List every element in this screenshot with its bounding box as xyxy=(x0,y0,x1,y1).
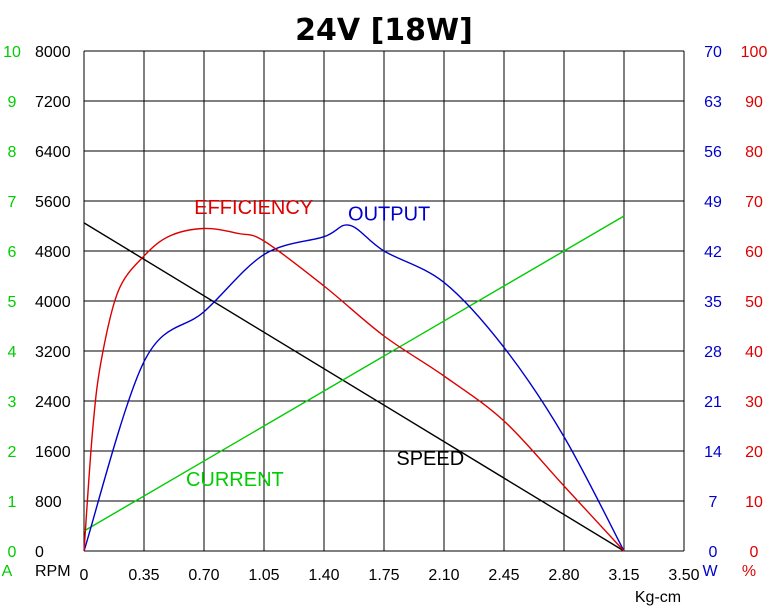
output-axis-tick-label: 56 xyxy=(704,144,722,161)
current-axis-tick-label: 2 xyxy=(8,444,17,461)
x-tick-label: 3.15 xyxy=(608,567,639,584)
efficiency-axis-tick-label: 60 xyxy=(745,244,763,261)
x-tick-label: 2.45 xyxy=(488,567,519,584)
efficiency-axis-tick-label: 50 xyxy=(745,294,763,311)
output-axis-tick-label: 14 xyxy=(704,444,722,461)
output-axis-tick-label: 42 xyxy=(704,244,722,261)
series-current-line xyxy=(83,215,625,532)
speed-axis-tick-label: 6400 xyxy=(35,144,71,161)
efficiency-axis-tick-label: 10 xyxy=(745,494,763,511)
output-axis-unit: W xyxy=(702,563,718,580)
tick-label-layer: 0 0.35 0.70 1.05 1.40 1.75 2.10 2.45 2.80 3.15 3.5… xyxy=(2,44,768,606)
x-tick-label: 0.35 xyxy=(128,567,159,584)
curve-label-output: OUTPUT xyxy=(348,203,430,225)
current-axis-tick-label: 0 xyxy=(8,544,17,561)
efficiency-axis-tick-label: 80 xyxy=(745,144,763,161)
curve-label-efficiency: EFFICIENCY xyxy=(194,197,313,219)
current-axis-tick-label: 3 xyxy=(8,394,17,411)
output-axis-tick-label: 35 xyxy=(704,294,722,311)
speed-axis-tick-label: 8000 xyxy=(35,44,71,61)
current-axis-tick-label: 7 xyxy=(8,194,17,211)
efficiency-axis-tick-label: 40 xyxy=(745,344,763,361)
x-tick-label: 1.40 xyxy=(308,567,339,584)
efficiency-axis-tick-label: 100 xyxy=(741,44,768,61)
current-axis-tick-label: 4 xyxy=(8,344,17,361)
efficiency-axis-tick-label: 30 xyxy=(745,394,763,411)
efficiency-axis-tick-label: 70 xyxy=(745,194,763,211)
x-tick-label: 1.05 xyxy=(248,567,279,584)
speed-axis-tick-label: 5600 xyxy=(35,194,71,211)
series-output-line xyxy=(83,224,625,552)
plot-grid xyxy=(83,50,685,552)
curve-label-speed: SPEED xyxy=(396,448,464,470)
current-axis-tick-label: 6 xyxy=(8,244,17,261)
x-tick-label: 2.80 xyxy=(548,567,579,584)
speed-axis-unit: RPM xyxy=(35,563,71,580)
series-speed-line xyxy=(83,222,625,552)
output-axis-tick-label: 21 xyxy=(704,394,722,411)
chart-title: 24V [18W] xyxy=(295,13,473,48)
efficiency-axis-tick-label: 90 xyxy=(745,94,763,111)
x-tick-label: 0.70 xyxy=(188,567,219,584)
efficiency-axis-tick-label: 0 xyxy=(750,544,759,561)
current-axis-tick-label: 10 xyxy=(3,44,21,61)
current-axis-tick-label: 1 xyxy=(8,494,17,511)
speed-axis-tick-label: 2400 xyxy=(35,394,71,411)
series-efficiency-line xyxy=(83,227,625,552)
current-axis-tick-label: 5 xyxy=(8,294,17,311)
speed-axis-tick-label: 1600 xyxy=(35,444,71,461)
speed-axis-tick-label: 3200 xyxy=(35,344,71,361)
current-axis-tick-label: 9 xyxy=(8,94,17,111)
x-tick-label: 3.50 xyxy=(668,567,699,584)
speed-axis-tick-label: 7200 xyxy=(35,94,71,111)
annotation-layer: EFFICIENCY OUTPUT CURRENT SPEED xyxy=(186,197,464,491)
output-axis-tick-label: 70 xyxy=(704,44,722,61)
efficiency-axis-unit: % xyxy=(742,563,756,580)
x-tick-label: 0 xyxy=(80,567,89,584)
speed-axis-tick-label: 0 xyxy=(35,544,44,561)
x-tick-label: 1.75 xyxy=(368,567,399,584)
output-axis-tick-label: 49 xyxy=(704,194,722,211)
x-tick-label: 2.10 xyxy=(428,567,459,584)
output-axis-tick-label: 63 xyxy=(704,94,722,111)
output-axis-tick-label: 0 xyxy=(709,544,718,561)
current-axis-unit: A xyxy=(2,563,13,580)
series-layer xyxy=(83,215,625,552)
speed-axis-tick-label: 800 xyxy=(35,494,62,511)
speed-axis-tick-label: 4800 xyxy=(35,244,71,261)
output-axis-tick-label: 7 xyxy=(709,494,718,511)
x-axis-label: Kg-cm xyxy=(635,589,681,606)
efficiency-axis-tick-label: 20 xyxy=(745,444,763,461)
current-axis-tick-label: 8 xyxy=(8,144,17,161)
speed-axis-tick-label: 4000 xyxy=(35,294,71,311)
curve-label-current: CURRENT xyxy=(186,469,284,491)
output-axis-tick-label: 28 xyxy=(704,344,722,361)
